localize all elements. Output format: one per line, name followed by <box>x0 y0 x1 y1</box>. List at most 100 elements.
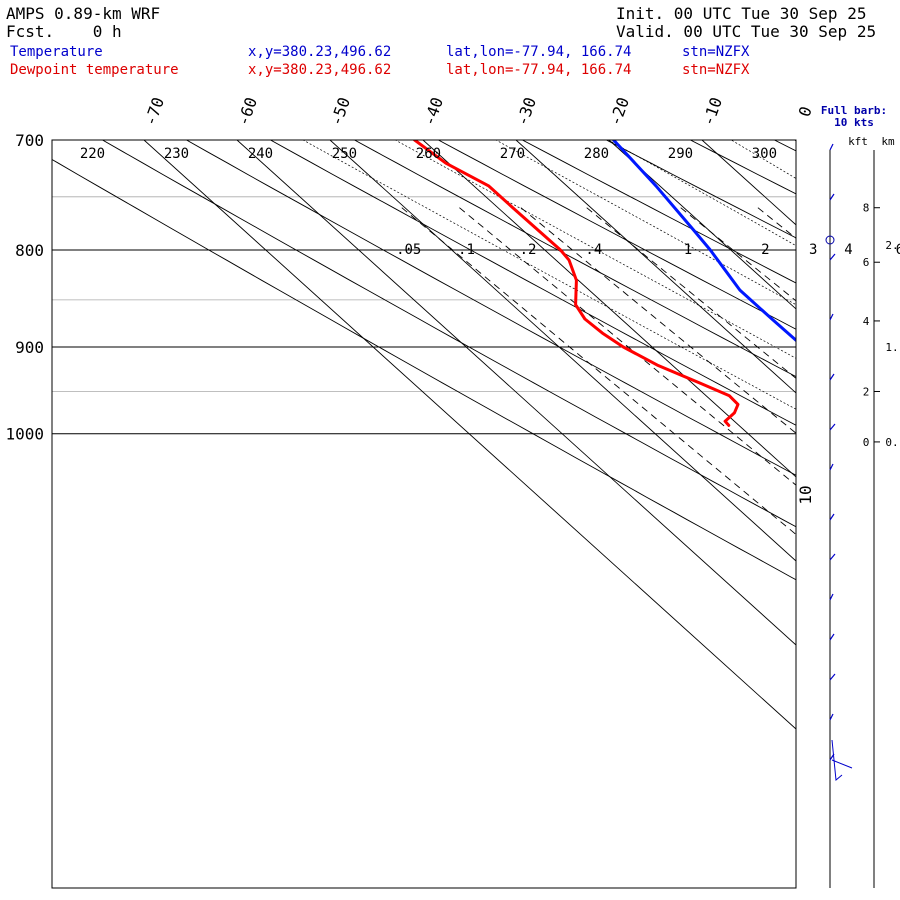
temperature-latlon: lat,lon=-77.94, 166.74 <box>446 44 632 60</box>
barb-legend-speed: 10 kts <box>834 116 874 129</box>
wind-barb <box>829 253 836 261</box>
mixing-ratio-label: 2 <box>761 242 769 258</box>
mixing-ratio-label: 1 <box>684 242 692 258</box>
isotherm-line <box>701 140 796 226</box>
isotherm-side-label: 10 <box>796 485 815 504</box>
mixing-ratio-line <box>806 208 900 890</box>
wind-barb <box>829 593 834 601</box>
init-time: Init. 00 UTC Tue 30 Sep 25 <box>616 4 867 23</box>
dry-adiabat <box>185 140 796 476</box>
km-unit-label: km <box>881 135 895 148</box>
moist-adiabat <box>394 140 796 359</box>
dewpoint-latlon: lat,lon=-77.94, 166.74 <box>446 62 632 78</box>
pressure-label: 900 <box>15 338 44 357</box>
dry-adiabat <box>353 140 796 378</box>
kft-tick-label: 6 <box>863 256 870 269</box>
dry-adiabat <box>773 140 796 152</box>
barb-legend-label: Full barb: <box>821 104 887 117</box>
mixing-ratio-label: 4 <box>844 242 852 258</box>
mixing-ratio-line <box>841 208 900 890</box>
mixing-ratio-line <box>520 207 796 434</box>
dry-adiabat <box>521 140 796 284</box>
wind-barb <box>829 423 836 431</box>
dry-adiabat-label: 220 <box>80 146 105 162</box>
km-tick-label: 2. <box>885 239 898 252</box>
wind-barb <box>829 463 834 471</box>
mixing-ratio-line <box>757 207 796 239</box>
wind-barb <box>829 143 834 151</box>
dewpoint-profile <box>413 140 740 427</box>
dry-adiabat-label: 270 <box>500 146 525 162</box>
valid-time: Valid. 00 UTC Tue 30 Sep 25 <box>616 22 877 41</box>
isotherm-label: -40 <box>419 95 447 129</box>
wind-barb <box>829 553 836 561</box>
isotherm-label: -10 <box>698 95 726 129</box>
dry-adiabat-label: 300 <box>752 146 777 162</box>
kft-tick-label: 4 <box>863 315 870 328</box>
temperature-legend: Temperature <box>10 44 103 60</box>
isotherm-label: -70 <box>140 95 168 129</box>
mixing-ratio-label: .05 <box>396 242 421 258</box>
pressure-label: 800 <box>15 241 44 260</box>
dewpoint-legend: Dewpoint temperature <box>10 62 179 78</box>
km-tick-label: 0. <box>885 436 898 449</box>
pressure-label: 1000 <box>5 425 44 444</box>
dry-adiabat-label: 250 <box>332 146 357 162</box>
mixing-ratio-line <box>680 207 796 302</box>
wind-barb <box>829 633 835 641</box>
mixing-ratio-line <box>459 207 796 486</box>
dry-adiabat <box>52 158 796 581</box>
background-grid <box>52 140 900 890</box>
sounding-header: AMPS 0.89-km WRF Fcst. 0 h Init. 00 UTC … <box>0 0 900 90</box>
isotherm-line <box>422 140 796 478</box>
model-title: AMPS 0.89-km WRF <box>6 4 161 23</box>
wind-barb <box>829 513 835 521</box>
plot-frame <box>51 139 797 889</box>
mixing-ratio-label: .4 <box>585 242 602 258</box>
isotherm-label: 0 <box>795 104 816 120</box>
wind-barb <box>829 313 834 321</box>
wind-barb <box>829 193 835 201</box>
moist-adiabat <box>730 140 796 179</box>
kft-tick-label: 2 <box>863 385 870 398</box>
isotherm-label: -30 <box>512 95 540 129</box>
mixing-ratio-line <box>892 208 900 890</box>
isotherm-line <box>236 140 796 646</box>
isotherm-line <box>515 140 796 394</box>
temperature-profile <box>612 140 796 343</box>
dry-adiabat-label: 240 <box>248 146 273 162</box>
mixing-ratio-label: 6 <box>896 242 900 258</box>
wind-barb <box>829 713 834 721</box>
calm-wind-marker <box>825 235 835 245</box>
moist-adiabat <box>607 140 796 247</box>
isotherm-label: -60 <box>233 95 261 129</box>
km-tick-label: 1. <box>885 341 898 354</box>
forecast-hour: Fcst. 0 h <box>6 22 122 41</box>
temperature-station: stn=NZFX <box>682 44 750 60</box>
mixing-ratio-label: 3 <box>809 242 817 258</box>
temperature-xy: x,y=380.23,496.62 <box>248 44 392 60</box>
kft-unit-label: kft <box>848 135 868 148</box>
dewpoint-xy: x,y=380.23,496.62 <box>248 62 392 78</box>
mixing-ratio-line <box>586 207 796 379</box>
surface-wind-barb <box>831 739 853 781</box>
dry-adiabat-label: 290 <box>668 146 693 162</box>
isotherm-label: -50 <box>326 95 354 129</box>
isotherm-label: -20 <box>605 95 633 129</box>
dry-adiabat-label: 260 <box>416 146 441 162</box>
mixing-ratio-line <box>401 207 796 536</box>
dry-adiabat-label: 280 <box>584 146 609 162</box>
kft-tick-label: 0 <box>863 436 870 449</box>
dry-adiabat <box>101 140 796 528</box>
dewpoint-station: stn=NZFX <box>682 62 750 78</box>
pressure-label: 700 <box>15 131 44 150</box>
mixing-ratio-label: .1 <box>458 242 475 258</box>
kft-tick-label: 8 <box>863 202 870 215</box>
dry-adiabat <box>269 140 796 426</box>
isotherm-line <box>608 140 796 310</box>
wind-barb <box>829 673 836 681</box>
dry-adiabat-label: 230 <box>164 146 189 162</box>
isotherm-line <box>329 140 796 562</box>
